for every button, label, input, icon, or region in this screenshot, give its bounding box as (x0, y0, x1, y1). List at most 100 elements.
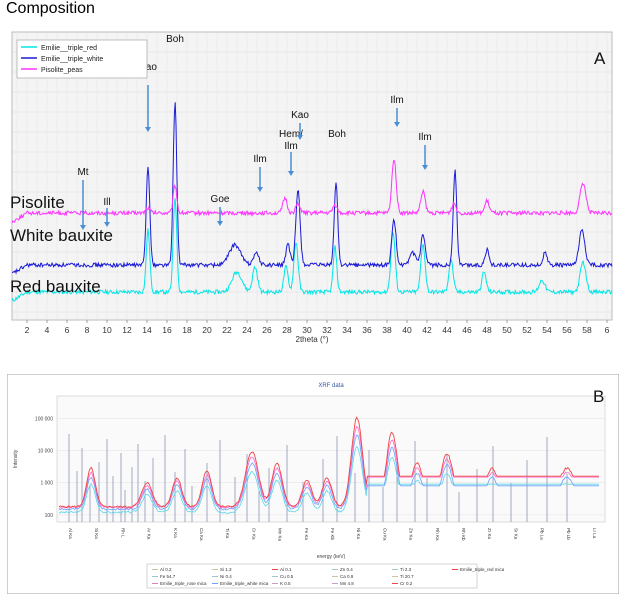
legend-entry: Al 0.1 (280, 567, 292, 572)
x-tick-label: 44 (442, 325, 452, 335)
annotation-label: Kao (291, 110, 309, 121)
panel-label-b: B (593, 387, 604, 406)
legend-entry: Emilie__triple_red (41, 45, 97, 52)
element-line-label: Rh Kb (461, 528, 466, 541)
annotation-arrowhead (288, 171, 294, 176)
series-red-mica (58, 416, 599, 509)
x-tick-label: 22 (222, 325, 232, 335)
series-line-Emilie__triple_white (11, 102, 613, 275)
annotation-label: Boh (328, 129, 346, 140)
annotation-arrowhead (104, 222, 110, 227)
legend-entry: K 0.5 (280, 581, 291, 586)
legend-entry: Ni 0.4 (220, 574, 232, 579)
element-line-label: Ca Ka (199, 528, 204, 541)
element-line-label: Cu Ka (382, 528, 387, 541)
x-tick-label: 52 (522, 325, 532, 335)
legend: Emilie__triple_red Emilie__triple_white Pi… (16, 39, 148, 79)
y-tick-label: 100 000 (35, 416, 53, 422)
x-axis-label: energy (keV) (317, 554, 346, 560)
x-tick-label: 26 (262, 325, 272, 335)
legend-entry: Fe 54.7 (160, 574, 176, 579)
xrd-chart: 2 4 6 8 10 12 14 16 18 20 22 24 26 28 30 32 34 36 38 40 42 44… (7, 22, 619, 344)
annotation-label: Mt (77, 167, 88, 178)
annotation-label: Ilm (390, 95, 403, 106)
annotation-arrowhead (217, 221, 223, 226)
element-line-label: Ar Ka (147, 528, 152, 540)
element-line-label: Rh Ka (435, 528, 440, 541)
chart-title: XRF data (318, 383, 344, 389)
trace-label: White bauxite (10, 226, 113, 245)
annotation-label: Kao (139, 62, 157, 73)
x-tick-label: 6 (65, 325, 70, 335)
x-tick-label: 32 (322, 325, 332, 335)
legend-box (16, 39, 148, 79)
legend-entry: Cr 0.2 (400, 581, 413, 586)
plot-area (56, 395, 606, 523)
legend-entry: Emilie_triple_red mica (460, 567, 505, 572)
annotation-label: Goe (211, 194, 230, 205)
series-white-mica (58, 446, 599, 514)
element-line-label: Cr Ka (251, 528, 256, 540)
x-tick-label: 14 (142, 325, 152, 335)
annotation-label: Ilm (284, 141, 297, 152)
annotation-label: Ilm (418, 132, 431, 143)
series-line-Emilie__triple_red (11, 198, 613, 302)
legend-entry: Emilie__triple_white (41, 56, 103, 63)
element-line-label: Pb Lb (566, 528, 571, 540)
annotation-arrowhead (257, 187, 263, 192)
x-tick-label: 6 (605, 325, 610, 335)
x-tick-label: 56 (562, 325, 572, 335)
element-line-label: Si Ka (94, 528, 99, 539)
element-line-label: Mn Ka (278, 528, 283, 542)
element-line-label: K Ka (173, 528, 178, 538)
element-line-label: Pb La (540, 528, 545, 540)
x-axis-label: 2theta (°) (296, 335, 329, 344)
x-tick-label: 4 (45, 325, 50, 335)
annotation-label: Hem/ (279, 129, 303, 140)
x-tick-label: 48 (482, 325, 492, 335)
trace-label: Red bauxite (10, 277, 101, 296)
x-tick-label: 54 (542, 325, 552, 335)
x-tick-label: 40 (402, 325, 412, 335)
legend-entry: Pisolite_peas (41, 67, 83, 74)
x-tick-label: 18 (182, 325, 192, 335)
panel-label-a: A (594, 49, 606, 68)
annotation-label: Ill (103, 197, 110, 208)
y-tick-label: 10 000 (38, 449, 54, 455)
element-line-label: Ti Ka (225, 528, 230, 539)
x-tick-label: 58 (582, 325, 592, 335)
x-tick-label: 8 (85, 325, 90, 335)
annotation-arrowhead (297, 135, 303, 140)
legend-box (146, 563, 478, 589)
x-tick-label: 16 (162, 325, 172, 335)
series-line-Pisolite_peas (11, 160, 613, 224)
annotation-label: Boh (166, 34, 184, 45)
x-tick-label: 34 (342, 325, 352, 335)
element-line-label: Sr Ka (513, 528, 518, 540)
series-pink (58, 425, 599, 509)
x-tick-label: 28 (282, 325, 292, 335)
element-line-label: Ni Ka (356, 528, 361, 540)
annotation-arrowhead (394, 122, 400, 127)
x-tick-label: 46 (462, 325, 472, 335)
legend-entry: Mn 4.8 (340, 581, 354, 586)
legend-entry: Al 0.2 (160, 567, 172, 572)
y-axis-label: Intensity (13, 449, 19, 468)
x-tick-label: 24 (242, 325, 252, 335)
annotation-label: Ilm (253, 154, 266, 165)
x-tick-label: 38 (382, 325, 392, 335)
legend-entry: Zn 0.4 (340, 567, 353, 572)
element-line-label: Fe Ka (304, 528, 309, 541)
y-tick-label: 1 000 (40, 481, 53, 487)
x-tick-label: 10 (102, 325, 112, 335)
legend-entry: Emilie_triple_rose mica (160, 581, 207, 586)
element-line-label: Rh L (120, 528, 125, 538)
annotation-arrowhead (422, 165, 428, 170)
element-line-label: Zr Ka (487, 528, 492, 539)
legend-entry: Si 1.3 (220, 567, 232, 572)
series-rose-mica (58, 434, 599, 511)
element-line-label: Zn Ka (409, 528, 414, 541)
x-tick-label: 12 (122, 325, 132, 335)
x-tick-label: 36 (362, 325, 372, 335)
x-tick-label: 42 (422, 325, 432, 335)
